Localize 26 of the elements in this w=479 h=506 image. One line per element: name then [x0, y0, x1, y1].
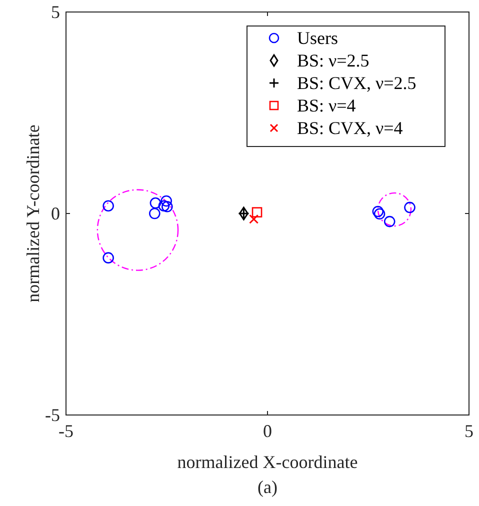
- legend-label: Users: [297, 28, 338, 48]
- point: [372, 206, 384, 218]
- legend-label: BS: ν=4: [297, 96, 356, 116]
- text: (a): [258, 477, 278, 497]
- point: [384, 216, 396, 228]
- point: [149, 208, 160, 220]
- x-tick-label: 5: [464, 421, 474, 441]
- point: [158, 200, 170, 212]
- y-tick-label: 5: [51, 2, 60, 22]
- point: [249, 214, 259, 224]
- y-tick-label: 0: [51, 204, 60, 224]
- point: [404, 202, 416, 214]
- legend-label: BS: CVX, ν=4: [297, 118, 403, 138]
- x-tick-label: 0: [263, 421, 272, 441]
- legend-label: BS: CVX, ν=2.5: [297, 73, 416, 93]
- legend-label: BS: ν=2.5: [297, 50, 370, 70]
- point: [252, 207, 262, 218]
- x-axis-title: normalized X-coordinate: [177, 452, 358, 472]
- point: [150, 197, 162, 209]
- point: [374, 208, 386, 220]
- point: [102, 252, 114, 264]
- y-axis-title: normalized Y-coordinate: [23, 124, 43, 302]
- point: [102, 200, 114, 212]
- y-tick-label: -5: [45, 405, 60, 425]
- point: [162, 201, 173, 212]
- point: [160, 195, 172, 207]
